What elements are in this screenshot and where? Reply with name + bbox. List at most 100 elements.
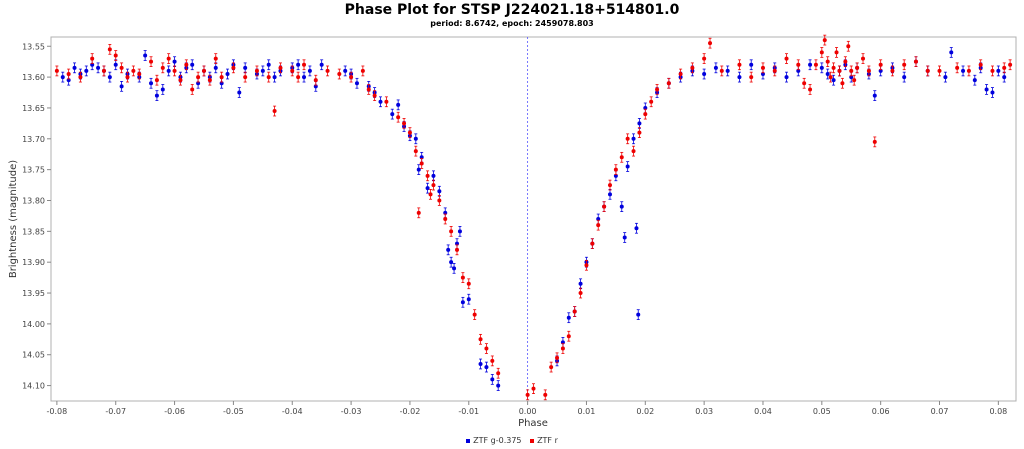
data-point [354, 81, 359, 86]
data-point [131, 68, 136, 73]
data-point [808, 62, 813, 67]
data-point [296, 75, 301, 80]
legend: ZTF g-0.375 ZTF r [0, 436, 1024, 445]
data-point [455, 247, 460, 252]
data-point [113, 53, 118, 58]
data-point [1002, 75, 1007, 80]
data-point [543, 392, 548, 397]
data-point [634, 226, 639, 231]
data-point [484, 346, 489, 351]
data-point [231, 65, 236, 70]
data-point [808, 87, 813, 92]
data-point [531, 386, 536, 391]
data-point [796, 62, 801, 67]
x-tick-label: 0.07 [931, 407, 949, 416]
data-point [466, 297, 471, 302]
x-tick-label: -0.02 [400, 407, 421, 416]
data-point [337, 72, 342, 77]
data-point [154, 93, 159, 98]
legend-item-r: ZTF r [530, 436, 558, 445]
data-point [872, 93, 877, 98]
data-point [425, 186, 430, 191]
data-point [319, 62, 324, 67]
x-tick-label: 0.06 [872, 407, 890, 416]
data-point [307, 68, 312, 73]
data-point [925, 68, 930, 73]
data-point [425, 173, 430, 178]
data-point [784, 75, 789, 80]
data-point [190, 87, 195, 92]
data-point [902, 75, 907, 80]
data-point [437, 189, 442, 194]
y-axis-label: Brightness (magnitude) [8, 160, 19, 278]
data-point [596, 223, 601, 228]
data-point [478, 361, 483, 366]
data-point [302, 62, 307, 67]
data-point [278, 65, 283, 70]
data-point [207, 78, 212, 83]
data-point [343, 68, 348, 73]
data-point [719, 68, 724, 73]
data-point [702, 56, 707, 61]
data-point [560, 346, 565, 351]
data-point [266, 62, 271, 67]
data-point [160, 65, 165, 70]
plot-area [50, 36, 1017, 402]
data-point [737, 62, 742, 67]
data-point [622, 235, 627, 240]
y-tick-label: 13.80 [22, 196, 45, 205]
data-point [643, 112, 648, 117]
data-point [849, 68, 854, 73]
data-point [637, 130, 642, 135]
data-point [225, 72, 230, 77]
y-tick-label: 13.65 [22, 104, 45, 113]
data-point [472, 312, 477, 317]
data-point [890, 68, 895, 73]
data-point [984, 87, 989, 92]
data-point [413, 136, 418, 141]
data-point [584, 263, 589, 268]
data-point [846, 44, 851, 49]
data-point [822, 38, 827, 43]
data-point [243, 65, 248, 70]
x-tick-label: -0.01 [458, 407, 479, 416]
data-point [66, 72, 71, 77]
data-point [272, 109, 277, 114]
data-point [708, 41, 713, 46]
data-point [349, 75, 354, 80]
data-point [866, 68, 871, 73]
legend-label-r: ZTF r [537, 436, 558, 445]
data-point [490, 377, 495, 382]
y-tick-label: 14.05 [22, 351, 45, 360]
data-point [113, 62, 118, 67]
x-tick-label: 0.04 [754, 407, 772, 416]
data-point [396, 102, 401, 107]
y-tick-label: 13.75 [22, 166, 45, 175]
data-point [431, 173, 436, 178]
data-point [749, 75, 754, 80]
data-point [54, 68, 59, 73]
x-tick-label: 0.02 [636, 407, 654, 416]
data-point [828, 75, 833, 80]
data-point [852, 78, 857, 83]
data-point [378, 99, 383, 104]
data-point [631, 149, 636, 154]
data-point [416, 167, 421, 172]
data-point [60, 75, 65, 80]
data-point [972, 78, 977, 83]
data-point [937, 68, 942, 73]
x-tick-label: 0.08 [989, 407, 1007, 416]
x-tick-label: 0.05 [813, 407, 831, 416]
data-point [637, 121, 642, 126]
x-tick-label: 0.03 [695, 407, 713, 416]
data-point [834, 50, 839, 55]
data-point [549, 365, 554, 370]
data-point [416, 210, 421, 215]
data-point [625, 136, 630, 141]
y-tick-label: 14.10 [22, 382, 45, 391]
data-point [125, 75, 130, 80]
data-point [978, 62, 983, 67]
data-point [172, 59, 177, 64]
x-tick-label: -0.08 [47, 407, 68, 416]
data-point [460, 275, 465, 280]
